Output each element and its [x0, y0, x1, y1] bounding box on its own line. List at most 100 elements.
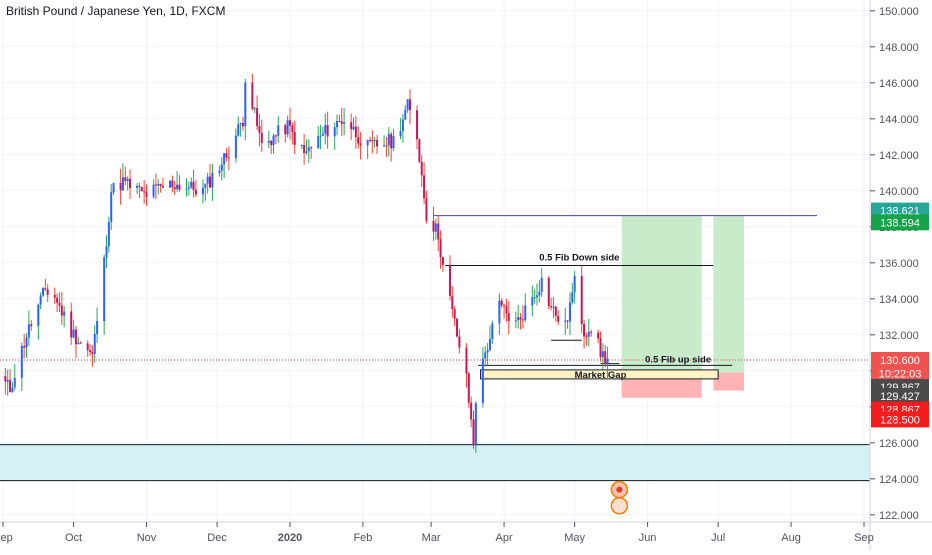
candle-body — [566, 320, 569, 322]
candle-body — [136, 185, 139, 189]
candle-body — [77, 342, 80, 345]
candle-body — [564, 320, 567, 322]
candle-body — [6, 379, 9, 382]
candle-body — [601, 351, 604, 358]
candle-body — [110, 192, 113, 222]
candle-body — [44, 288, 47, 290]
y-tick-label: 146.000 — [879, 78, 919, 90]
candle-body — [354, 126, 357, 138]
candle-body — [72, 329, 75, 338]
candle-body — [9, 379, 12, 393]
candle-body — [357, 137, 360, 144]
candle-body — [432, 220, 435, 232]
candle-body — [30, 324, 33, 327]
candle-body — [74, 329, 77, 345]
candle-body — [227, 157, 230, 159]
candle-body — [4, 376, 7, 382]
candle-body — [333, 127, 336, 137]
candle-body — [425, 198, 428, 221]
candle-body — [11, 387, 14, 393]
y-tick-label: 144.000 — [879, 114, 919, 126]
candle-body — [481, 358, 484, 404]
candle-body — [317, 136, 320, 149]
y-tick-label: 124.000 — [879, 474, 919, 486]
candle-body — [352, 126, 355, 130]
candle-body — [439, 239, 442, 258]
price-tag-bg — [871, 388, 929, 404]
candle-body — [441, 257, 444, 265]
candle-body — [270, 140, 273, 146]
candle-body — [225, 153, 228, 158]
candle-body — [187, 187, 190, 189]
candle-body — [272, 135, 275, 146]
candle-body — [359, 143, 362, 146]
candle-body — [310, 147, 313, 149]
market-gap-label: Market Gap — [575, 370, 627, 381]
candle-body — [517, 317, 520, 321]
price-tag-label: 128.500 — [880, 414, 920, 426]
candle-body — [514, 320, 517, 322]
candle-body — [274, 135, 277, 137]
candle-body — [571, 292, 574, 303]
candle-body — [152, 184, 155, 197]
market-gap-box — [480, 369, 719, 380]
candle-body — [307, 147, 310, 152]
candle-body — [169, 180, 172, 188]
candle-body — [27, 324, 30, 338]
x-tick-label: Nov — [137, 532, 157, 544]
y-tick-label: 134.000 — [879, 294, 919, 306]
candle-body — [171, 180, 174, 188]
candle-body — [58, 302, 61, 306]
candle-body — [587, 331, 590, 337]
candle-body — [550, 306, 553, 308]
candle-body — [531, 297, 534, 306]
candle-body — [140, 186, 143, 192]
time-axis[interactable]: Sep Oct Nov Dec 2020 Feb Mar Apr May Jun Jul Aug Sep — [0, 522, 874, 544]
candle-body — [606, 358, 609, 364]
price-tags: 138.621138.594130.60010:22:03129.867129.… — [871, 202, 929, 428]
x-tick-label: Aug — [781, 532, 801, 544]
candle-body — [293, 132, 296, 146]
candle-body — [401, 119, 404, 132]
candle-body — [129, 178, 132, 189]
candle-body — [472, 419, 475, 446]
candle-body — [319, 135, 322, 137]
candle-body — [145, 191, 148, 197]
candle-body — [491, 323, 494, 340]
price-tag-label: 130.600 — [880, 355, 920, 367]
candle-body — [547, 277, 550, 307]
price-tag-bg — [871, 352, 929, 368]
candle-body — [305, 151, 308, 154]
fib-up-label: 0.5 Fib up side — [645, 354, 711, 365]
y-tick-label: 140.000 — [879, 186, 919, 198]
candle-body — [251, 82, 254, 109]
candle-body — [519, 317, 522, 320]
candle-body — [260, 132, 263, 143]
candle-body — [448, 264, 451, 296]
candle-body — [585, 336, 588, 338]
price-axis[interactable]: 122.000124.000126.000128.000130.000132.0… — [870, 6, 919, 522]
candle-body — [568, 302, 571, 322]
y-tick-label: 122.000 — [879, 510, 919, 522]
candle-body — [204, 183, 207, 188]
candle-body — [105, 246, 108, 258]
candle-body — [178, 184, 181, 190]
candle-body — [237, 124, 240, 136]
candle-body — [79, 342, 82, 344]
x-tick-label: Jul — [711, 532, 725, 544]
candle-body — [580, 275, 583, 325]
event-icon[interactable] — [610, 497, 629, 515]
x-tick-label: Sep — [0, 532, 13, 544]
candle-body — [408, 99, 411, 111]
price-tag-label: 10:22:03 — [879, 369, 922, 381]
candle-body — [404, 109, 407, 120]
y-tick-label: 132.000 — [879, 330, 919, 342]
candle-body — [284, 125, 287, 135]
candle-body — [467, 373, 470, 403]
candle-body — [437, 223, 440, 240]
candle-body — [173, 187, 176, 189]
candle-body — [253, 108, 256, 110]
candle-body — [185, 188, 188, 190]
